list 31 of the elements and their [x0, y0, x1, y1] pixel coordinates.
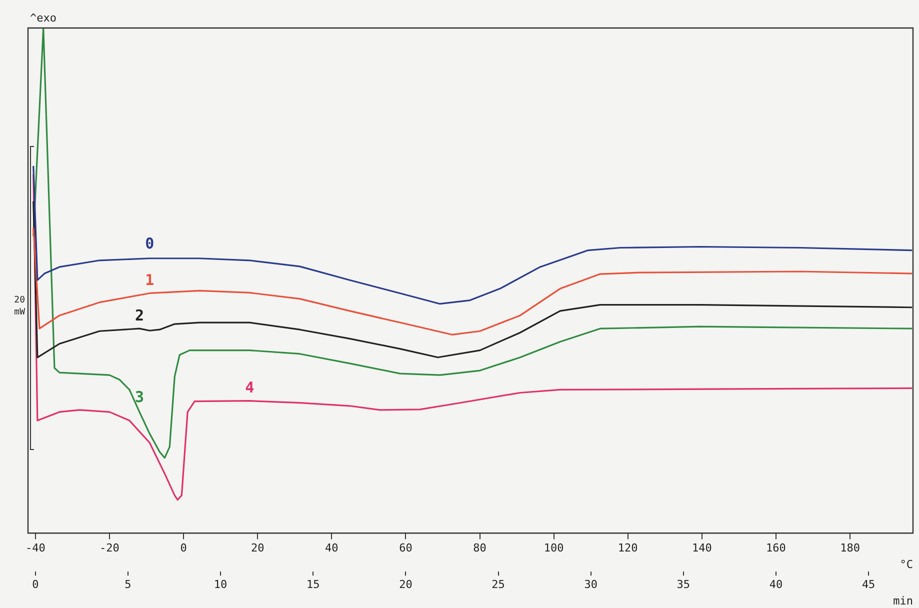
x2-tick-label: 20: [250, 542, 264, 555]
series-label: 3: [134, 388, 144, 406]
x2-tick-label: 100: [544, 542, 564, 555]
x-tick-label: 15: [306, 578, 320, 592]
x-tick-label: 10: [214, 578, 228, 592]
x2-tick-label: -40: [25, 542, 46, 555]
x2-tick-label: 60: [399, 542, 412, 555]
x-tick-label: 20: [399, 578, 412, 592]
x2-tick-label: 120: [618, 542, 638, 555]
x-tick-label: 35: [676, 578, 690, 592]
x2-tick-label: 140: [692, 542, 712, 555]
x2-tick-label: 180: [840, 542, 860, 555]
x-axis-title: min: [893, 594, 913, 608]
series-label: 2: [134, 306, 144, 324]
x-tick-label: 5: [124, 578, 132, 592]
text: ^exo: [30, 11, 56, 24]
series-label: 0: [145, 234, 154, 252]
x2-tick-label: 160: [766, 542, 786, 555]
x2-tick-label: 0: [180, 542, 187, 555]
x-tick-label: 25: [492, 578, 505, 592]
series-label: 1: [145, 271, 154, 290]
x2-axis-title: °C: [900, 558, 913, 571]
x-tick-label: 0: [32, 578, 39, 592]
text: 20 mW: [14, 295, 26, 318]
x2-tick-label: 40: [325, 542, 338, 555]
x-tick-label: 30: [584, 578, 598, 592]
series-label: 4: [245, 378, 254, 397]
x-tick-label: 40: [769, 578, 783, 592]
x-tick-label: 45: [862, 578, 876, 592]
x2-tick-label: -20: [100, 542, 120, 555]
x2-tick-label: 80: [473, 542, 486, 555]
